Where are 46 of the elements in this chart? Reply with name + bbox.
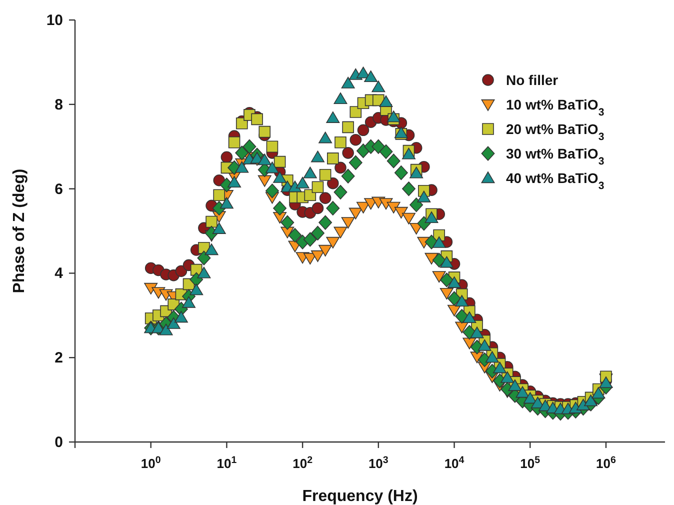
point bbox=[319, 192, 332, 204]
point bbox=[311, 250, 324, 262]
point bbox=[394, 206, 408, 218]
x-tick-label: 10$^{2}$ bbox=[292, 454, 314, 471]
point bbox=[350, 134, 362, 146]
point bbox=[432, 271, 446, 283]
legend-label: No filler bbox=[506, 72, 559, 88]
y-tick-label: 10 bbox=[46, 12, 63, 29]
point bbox=[379, 198, 393, 210]
y-tick-label: 2 bbox=[54, 350, 63, 367]
x-axis-title: Frequency (Hz) bbox=[302, 488, 418, 505]
y-axis-title: Phase of Z (deg) bbox=[11, 168, 28, 294]
legend-label: 20 wt% BaTiO$_{3}$ bbox=[506, 121, 604, 143]
x-tick-label: 10$^{5}$ bbox=[520, 454, 541, 471]
point bbox=[312, 202, 324, 214]
point bbox=[258, 175, 272, 187]
legend-label: 30 wt% BaTiO$_{3}$ bbox=[506, 146, 604, 168]
point bbox=[342, 147, 354, 159]
point bbox=[326, 236, 340, 248]
point bbox=[341, 217, 355, 229]
point bbox=[318, 244, 332, 256]
y-tick-label: 4 bbox=[54, 265, 64, 282]
y-tick-label: 8 bbox=[54, 96, 63, 114]
point bbox=[348, 208, 362, 220]
point bbox=[386, 202, 400, 214]
point bbox=[220, 151, 233, 164]
point bbox=[144, 282, 158, 294]
y-tick-label: 6 bbox=[54, 180, 63, 198]
x-tick-label: 10$^{0}$ bbox=[140, 454, 162, 471]
point bbox=[334, 226, 348, 238]
point bbox=[356, 202, 370, 214]
x-tick-label: 10$^{1}$ bbox=[216, 454, 238, 471]
y-tick-label: 0 bbox=[54, 434, 63, 451]
point bbox=[327, 177, 339, 190]
point bbox=[424, 252, 438, 264]
x-tick-label: 10$^{6}$ bbox=[596, 454, 616, 471]
point bbox=[462, 338, 476, 350]
legend-label: 10 wt% BaTiO$_{3}$ bbox=[506, 96, 604, 118]
point bbox=[357, 124, 370, 136]
x-tick-label: 10$^{4}$ bbox=[444, 454, 465, 471]
point bbox=[402, 212, 416, 224]
legend-label: 40 wt% BaTiO$_{3}$ bbox=[506, 170, 604, 192]
x-tick-label: 10$^{3}$ bbox=[368, 454, 389, 471]
point bbox=[334, 162, 346, 174]
point bbox=[175, 265, 188, 277]
point bbox=[440, 288, 454, 300]
